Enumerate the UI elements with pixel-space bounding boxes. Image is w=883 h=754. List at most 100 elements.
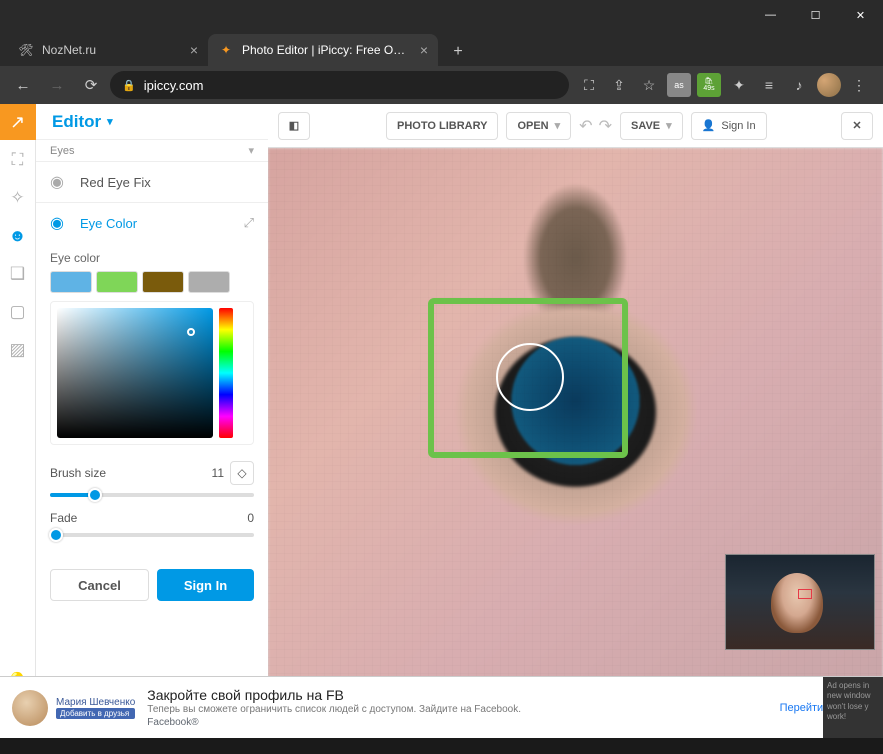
ad-subtitle: Теперь вы сможете ограничить список люде… (147, 704, 767, 715)
maximize-button[interactable]: ☐ (793, 0, 838, 30)
hue-slider[interactable] (219, 308, 233, 438)
ad-source: Facebook® (147, 717, 767, 728)
reading-list-icon[interactable]: ≡ (757, 73, 781, 97)
swatch-brown[interactable] (142, 271, 184, 293)
app-logo[interactable]: ↗ (0, 104, 36, 140)
minimap-thumb (771, 573, 823, 633)
tool-iconstrip: ↗ ⛶ ✧ ☻ ❑ ▢ ▨ 💡 ? (0, 104, 36, 738)
eye-icon: ◉ (50, 172, 70, 192)
redeye-label: Red Eye Fix (80, 175, 151, 190)
url-input[interactable]: 🔒 ipiccy.com (110, 71, 569, 99)
color-swatches (50, 271, 254, 293)
ad-friend-button[interactable]: Добавить в друзья (56, 708, 135, 719)
music-icon[interactable]: ♪ (787, 73, 811, 97)
menu-icon[interactable]: ⋮ (847, 73, 871, 97)
ad-sidebar-text: Ad opens in new window won't lose y work… (823, 677, 883, 738)
saturation-value-picker[interactable] (57, 308, 213, 438)
ad-text: Закройте свой профиль на FB Теперь вы см… (147, 687, 767, 728)
fade-label: Fade (50, 511, 224, 525)
signin-top-button[interactable]: 👤 Sign In (691, 112, 767, 140)
minimize-button[interactable]: ― (748, 0, 793, 30)
layers-tool-icon[interactable]: ❑ (0, 256, 36, 292)
adjust-tool-icon[interactable]: ✧ (0, 180, 36, 216)
section-eyes[interactable]: Eyes ▾ (36, 140, 268, 161)
expand-icon[interactable]: ⤢ (244, 215, 254, 231)
brush-label: Brush size (50, 466, 194, 480)
editor-label: Editor (52, 112, 101, 132)
minimap-viewport-marker[interactable] (798, 589, 812, 599)
fade-slider[interactable] (50, 533, 254, 537)
brush-value: 11 (194, 466, 224, 480)
back-button[interactable]: ← (8, 70, 38, 100)
chevron-down-icon: ▾ (248, 144, 254, 157)
browser-actions: ⛶ ⇪ ☆ as 🛍49s ✦ ≡ ♪ ⋮ (573, 73, 875, 97)
chevron-down-icon: ▾ (107, 115, 113, 128)
chevron-down-icon: ▾ (555, 119, 561, 132)
close-window-button[interactable]: ✕ (838, 0, 883, 30)
photo-library-button[interactable]: PHOTO LIBRARY (386, 112, 498, 140)
extension-green-icon[interactable]: 🛍49s (697, 73, 721, 97)
chevron-down-icon: ▾ (666, 119, 672, 132)
extension-icon[interactable]: as (667, 73, 691, 97)
save-button[interactable]: SAVE ▾ (620, 112, 683, 140)
texture-tool-icon[interactable]: ▨ (0, 332, 36, 368)
canvas-area: ◧ PHOTO LIBRARY OPEN ▾ ↶ ↷ SAVE ▾ 👤 Sign… (268, 104, 883, 738)
browser-tabstrip: 🛠 NozNet.ru × ✦ Photo Editor | iPiccy: F… (0, 30, 883, 66)
translate-icon[interactable]: ⛶ (577, 73, 601, 97)
tab-close-icon[interactable]: × (420, 42, 428, 58)
fade-value: 0 (224, 511, 254, 525)
browser-tab[interactable]: 🛠 NozNet.ru × (8, 34, 208, 66)
sidebar-header[interactable]: Editor ▾ (36, 104, 268, 140)
picker-cursor[interactable] (187, 328, 195, 336)
signin-button[interactable]: Sign In (157, 569, 254, 601)
url-text: ipiccy.com (144, 78, 204, 93)
canvas-toolbar: ◧ PHOTO LIBRARY OPEN ▾ ↶ ↷ SAVE ▾ 👤 Sign… (268, 104, 883, 148)
slider-thumb[interactable] (49, 528, 63, 542)
section-label: Eyes (50, 145, 74, 157)
extensions-icon[interactable]: ✦ (727, 73, 751, 97)
panel-label: Eye color (50, 251, 254, 265)
bookmark-icon[interactable]: ☆ (637, 73, 661, 97)
favicon-icon: ✦ (218, 42, 234, 58)
ad-banner: ⓘ✕ Мария Шевченко Добавить в друзья Закр… (0, 676, 883, 738)
new-tab-button[interactable]: + (444, 38, 472, 66)
tab-title: NozNet.ru (42, 43, 182, 57)
sidebar-footer: Cancel Sign In (36, 559, 268, 611)
brush-slider[interactable] (50, 493, 254, 497)
brush-cursor (496, 343, 564, 411)
ad-avatar (12, 690, 48, 726)
slider-thumb[interactable] (88, 488, 102, 502)
tab-close-icon[interactable]: × (190, 42, 198, 58)
browser-tab-active[interactable]: ✦ Photo Editor | iPiccy: Free Online × (208, 34, 438, 66)
swatch-green[interactable] (96, 271, 138, 293)
undo-button[interactable]: ↶ (579, 116, 592, 136)
eraser-button[interactable]: ◇ (230, 461, 254, 485)
forward-button[interactable]: → (42, 70, 72, 100)
ad-profile[interactable]: Мария Шевченко Добавить в друзья (12, 690, 135, 726)
open-button[interactable]: OPEN ▾ (506, 112, 571, 140)
ad-name: Мария Шевченко (56, 697, 135, 708)
crop-tool-icon[interactable]: ⛶ (0, 142, 36, 178)
redo-button[interactable]: ↷ (599, 116, 612, 136)
eyecolor-panel: Eye color Brush size 11 ◇ (36, 243, 268, 555)
ad-title: Закройте свой профиль на FB (147, 687, 767, 703)
image-viewport[interactable] (268, 148, 883, 698)
save-label: SAVE (631, 120, 660, 132)
frame-tool-icon[interactable]: ▢ (0, 294, 36, 330)
retouch-tool-icon[interactable]: ☻ (0, 218, 36, 254)
cancel-button[interactable]: Cancel (50, 569, 149, 601)
swatch-blue[interactable] (50, 271, 92, 293)
swatch-gray[interactable] (188, 271, 230, 293)
share-icon[interactable]: ⇪ (607, 73, 631, 97)
tab-title: Photo Editor | iPiccy: Free Online (242, 43, 412, 57)
profile-avatar[interactable] (817, 73, 841, 97)
close-app-button[interactable]: ✕ (841, 112, 873, 140)
window-titlebar: ― ☐ ✕ (0, 0, 883, 30)
reload-button[interactable]: ⟳ (76, 70, 106, 100)
compare-button[interactable]: ◧ (278, 112, 310, 140)
minimap[interactable] (725, 554, 875, 650)
redeye-row[interactable]: ◉ Red Eye Fix (36, 162, 268, 202)
fade-row: Fade 0 (50, 507, 254, 529)
eyecolor-row[interactable]: ◉ Eye Color ⤢ (36, 203, 268, 243)
browser-addressbar: ← → ⟳ 🔒 ipiccy.com ⛶ ⇪ ☆ as 🛍49s ✦ ≡ ♪ ⋮ (0, 66, 883, 104)
